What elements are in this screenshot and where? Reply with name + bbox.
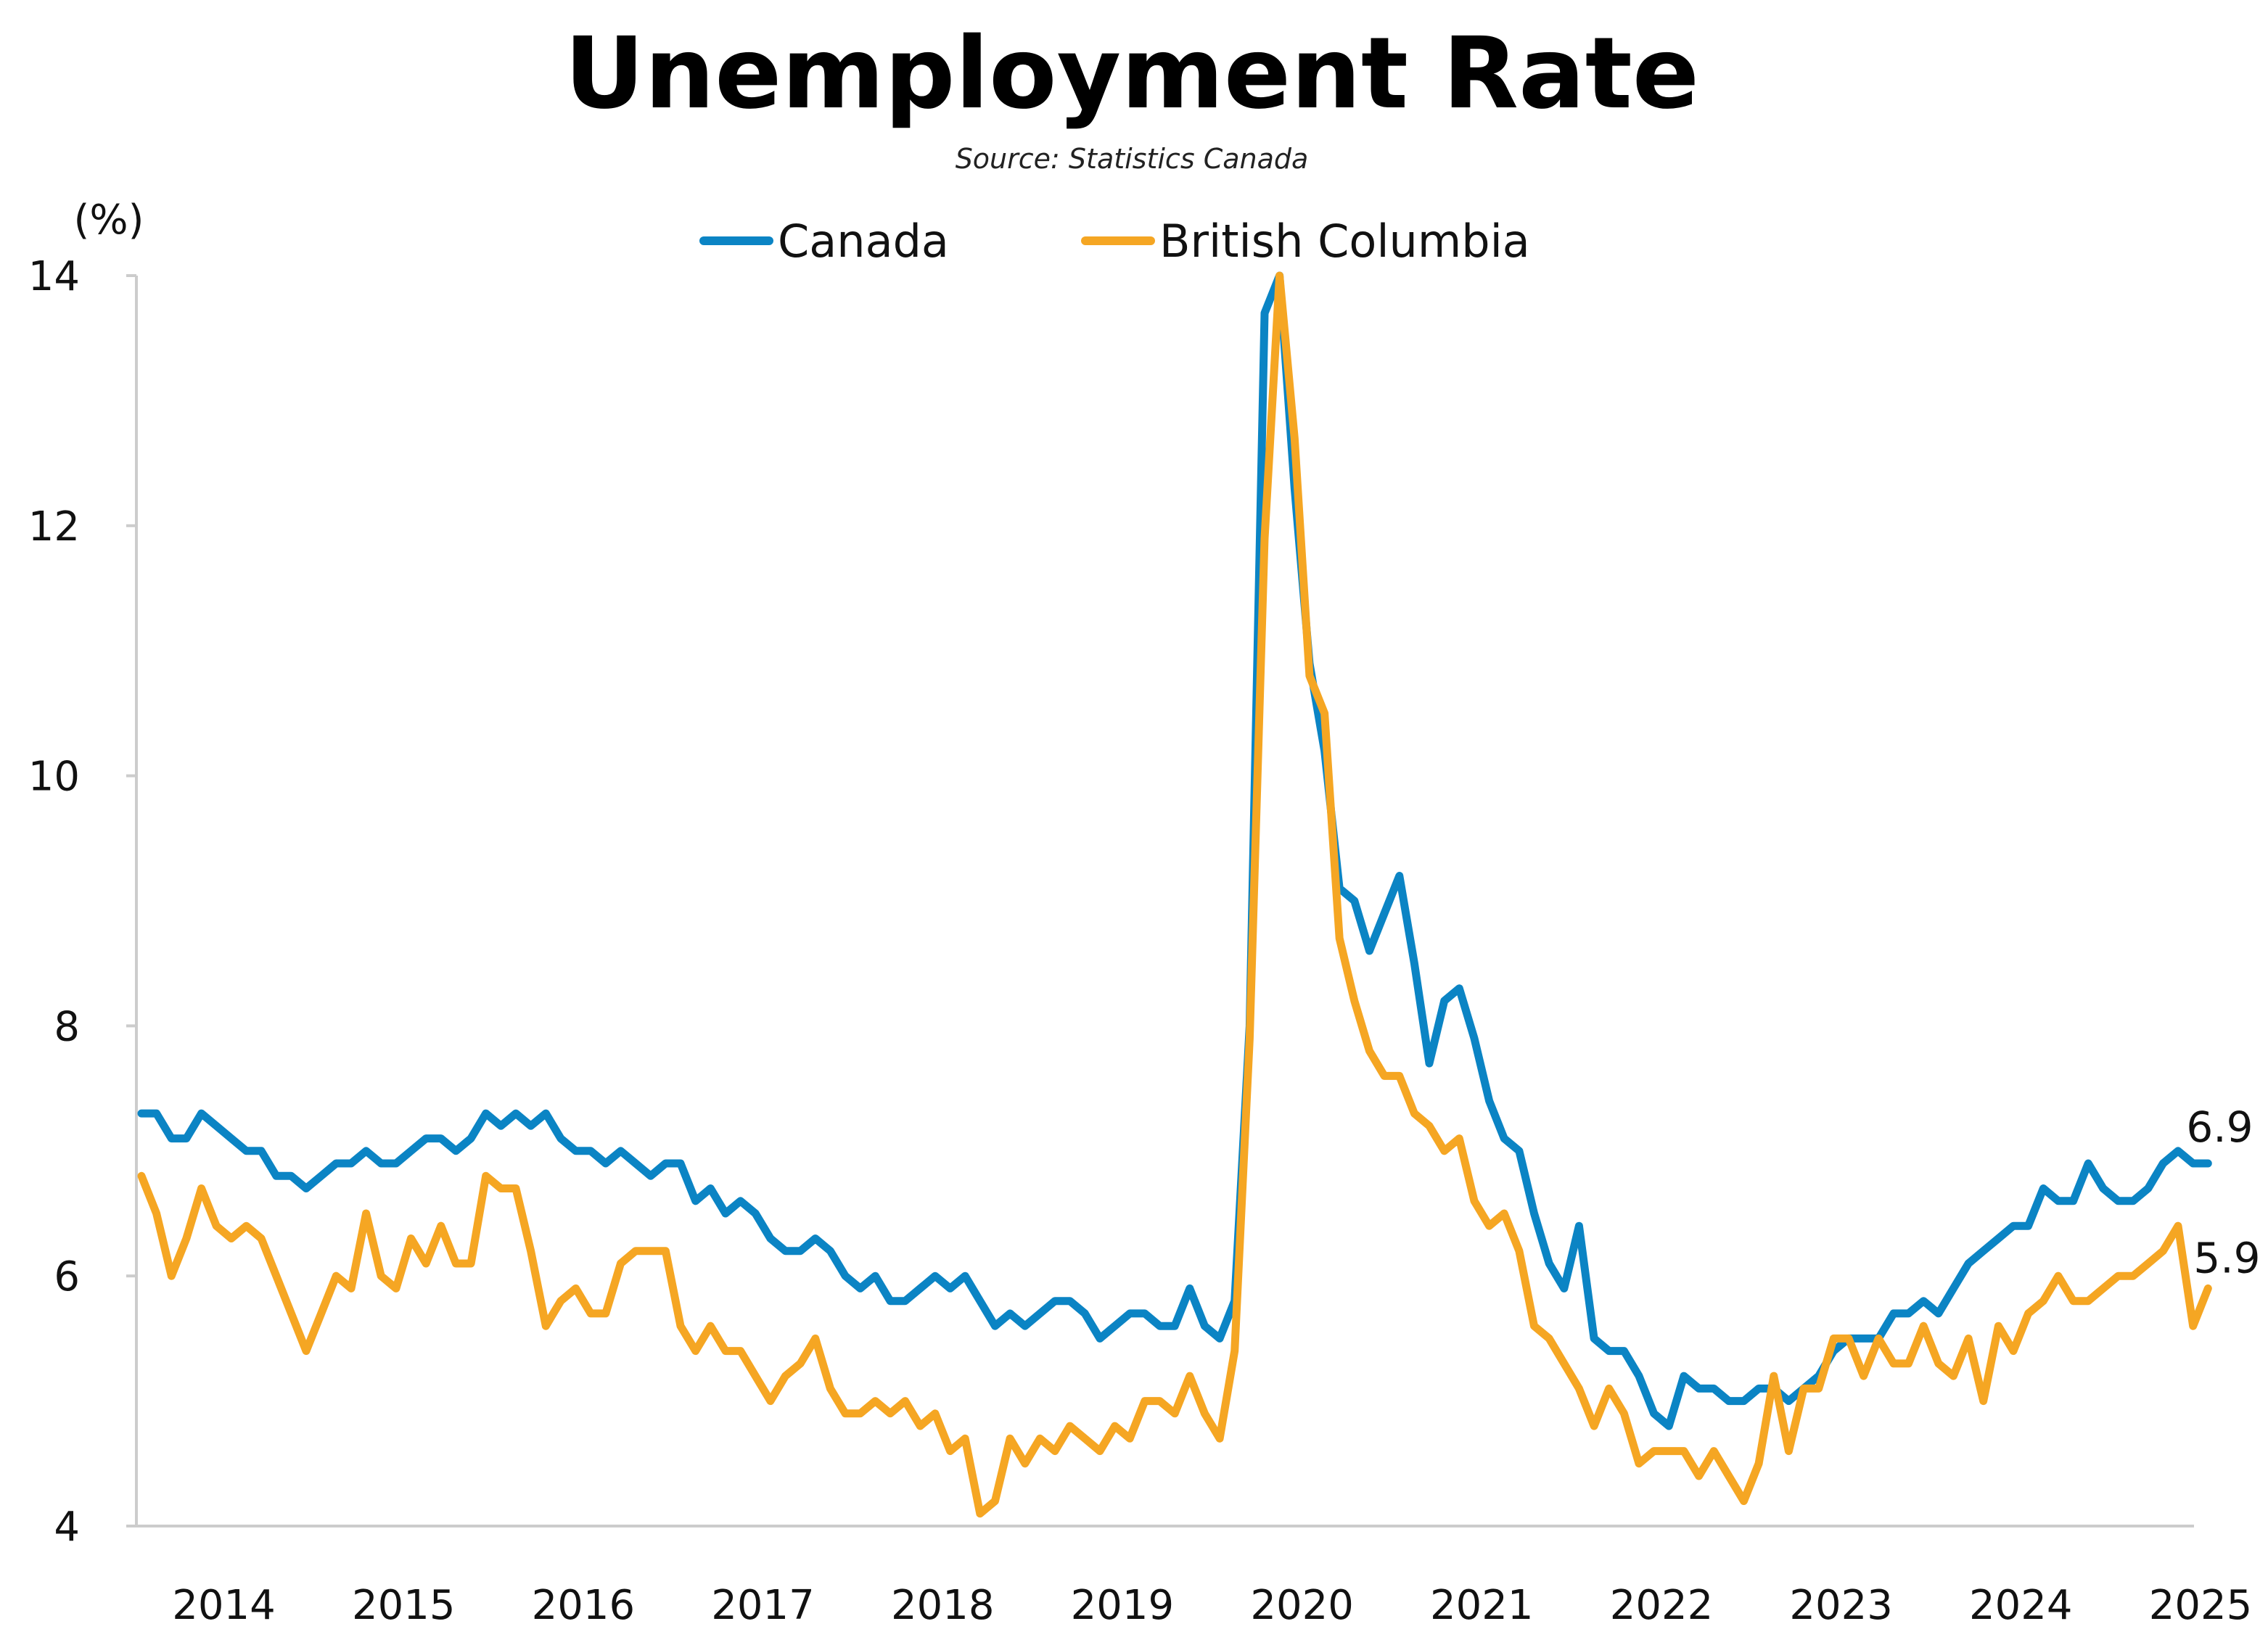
x-tick-label: 2021	[1430, 1582, 1534, 1629]
y-axis-ticks: 14 12 10 8 6 4	[28, 253, 136, 1551]
legend-label-british-columbia: British Columbia	[1159, 215, 1530, 268]
end-label-canada: 6.9	[2186, 1102, 2253, 1152]
x-tick-label: 2015	[352, 1582, 456, 1629]
x-tick-label: 2017	[711, 1582, 815, 1629]
legend-item-canada: Canada	[699, 215, 949, 268]
x-tick-label: 2016	[532, 1582, 636, 1629]
x-axis-ticks: 2014 2015 2016 2017 2018 2019 2020 2021 2022 2023…	[172, 1582, 2252, 1629]
x-tick-label: 2019	[1071, 1582, 1175, 1629]
y-tick-label: 4	[54, 1504, 80, 1551]
x-tick-label: 2014	[172, 1582, 276, 1629]
chart-title: Unemployment Rate	[564, 17, 1699, 131]
y-tick-label: 10	[28, 754, 80, 801]
y-tick-label: 14	[28, 253, 80, 300]
y-tick-label: 6	[54, 1253, 80, 1300]
x-tick-label: 2020	[1250, 1582, 1354, 1629]
x-tick-label: 2018	[891, 1582, 995, 1629]
legend: Canada British Columbia	[699, 215, 1530, 268]
chart-subtitle: Source: Statistics Canada	[956, 143, 1309, 175]
y-tick-label: 12	[28, 503, 80, 551]
end-labels: 6.9 5.9	[2186, 1102, 2260, 1282]
x-tick-label: 2023	[1789, 1582, 1893, 1629]
x-tick-label: 2024	[1969, 1582, 2073, 1629]
x-tick-label: 2025	[2149, 1582, 2253, 1629]
series-line-british-columbia	[137, 271, 2212, 1518]
legend-item-british-columbia: British Columbia	[1081, 215, 1530, 268]
end-label-british-columbia: 5.9	[2193, 1233, 2260, 1282]
legend-label-canada: Canada	[778, 215, 949, 268]
y-tick-label: 8	[54, 1003, 80, 1050]
x-tick-label: 2022	[1610, 1582, 1714, 1629]
series-line-canada	[137, 271, 2212, 1430]
series-layer	[137, 271, 2212, 1518]
y-axis-label: (%)	[74, 197, 144, 244]
